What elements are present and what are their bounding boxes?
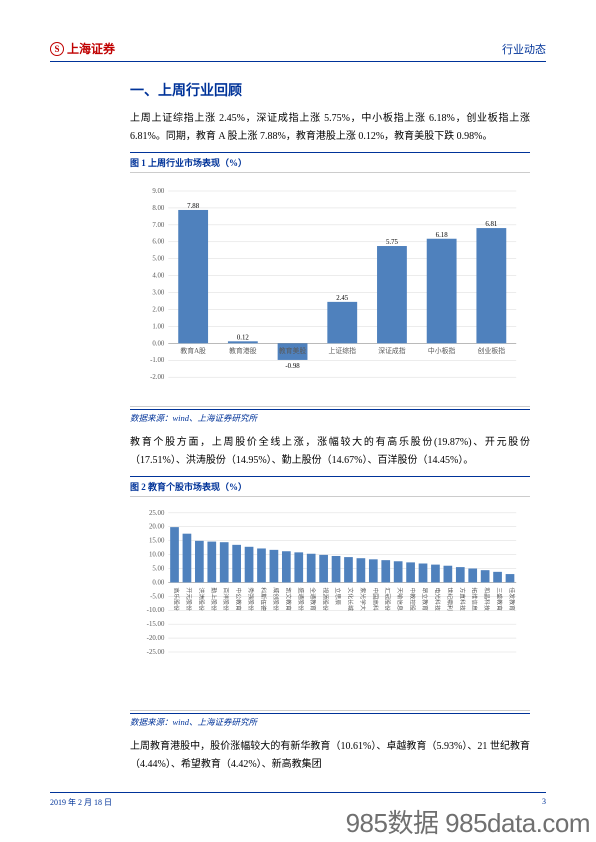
figure-1-title: 图 1 上周行业市场表现（%）: [130, 152, 530, 173]
svg-text:凯文教育: 凯文教育: [284, 587, 292, 611]
paragraph-2: 教育个股方面，上周股价全线上涨，涨幅较大的有高乐股份(19.87%)、开元股份（…: [130, 434, 530, 470]
svg-text:15.00: 15.00: [149, 538, 165, 545]
svg-text:-20.00: -20.00: [147, 635, 165, 642]
svg-text:0.00: 0.00: [152, 579, 165, 586]
svg-text:文化长城: 文化长城: [346, 587, 354, 611]
svg-text:-5.00: -5.00: [150, 593, 165, 600]
svg-text:科斯伍德: 科斯伍德: [259, 587, 267, 611]
svg-text:世纪鼎利: 世纪鼎利: [446, 587, 454, 611]
svg-text:25.00: 25.00: [149, 510, 165, 517]
svg-text:中教控股: 中教控股: [409, 587, 417, 611]
svg-text:20.00: 20.00: [149, 524, 165, 531]
svg-text:立思辰: 立思辰: [334, 587, 342, 605]
logo: S 上海证券: [50, 40, 115, 57]
svg-text:天喻信息: 天喻信息: [396, 587, 404, 611]
footer-date: 2019 年 2 月 18 日: [50, 797, 112, 808]
svg-text:0.12: 0.12: [237, 334, 250, 341]
svg-text:-2.00: -2.00: [150, 374, 165, 381]
watermark: 985数据 985data.com: [346, 803, 590, 840]
svg-text:5.75: 5.75: [386, 239, 399, 246]
svg-text:汇冠股份: 汇冠股份: [384, 587, 392, 611]
svg-text:创业板指: 创业板指: [478, 346, 506, 355]
svg-text:2.00: 2.00: [152, 306, 165, 313]
figure-2-source: 数据来源：wind、上海证券研究所: [130, 713, 530, 728]
svg-text:5.00: 5.00: [152, 256, 165, 263]
svg-text:上证综指: 上证综指: [329, 346, 357, 355]
chart-1: -2.00 -1.00 0.00 1.00 2.00 3.00 4.00 5.00 6.00 7.…: [130, 173, 530, 407]
svg-text:7.88: 7.88: [187, 203, 200, 210]
svg-text:6.00: 6.00: [152, 239, 165, 246]
svg-text:洪涛股份: 洪涛股份: [197, 587, 205, 611]
svg-text:昂立教育: 昂立教育: [421, 587, 429, 611]
svg-text:开元股份: 开元股份: [185, 587, 193, 611]
svg-text:3.00: 3.00: [152, 290, 165, 297]
svg-text:中国高科: 中国高科: [371, 587, 379, 611]
chart-2: -25.00 -20.00 -15.00 -10.00 -5.00 0.00 5.00 10.…: [130, 497, 530, 711]
svg-text:8.00: 8.00: [152, 205, 165, 212]
svg-text:秀强股份: 秀强股份: [247, 587, 255, 611]
figure-2-title: 图 2 教育个股市场表现（%）: [130, 476, 530, 497]
svg-text:勤上股份: 勤上股份: [210, 587, 218, 611]
svg-text:-15.00: -15.00: [147, 621, 165, 628]
svg-text:6.81: 6.81: [485, 221, 498, 228]
paragraph-3: 上周教育港股中，股价涨幅较大的有新华教育（10.61%）、卓越教育（5.93%）…: [130, 738, 530, 774]
svg-text:威创股份: 威创股份: [272, 587, 280, 611]
logo-icon: S: [50, 42, 64, 56]
svg-text:盛通股份: 盛通股份: [297, 587, 305, 611]
svg-text:佳发教育: 佳发教育: [508, 587, 516, 611]
header-category: 行业动态: [502, 41, 546, 57]
svg-text:-25.00: -25.00: [147, 649, 165, 656]
svg-text:-0.98: -0.98: [285, 363, 300, 370]
svg-text:5.00: 5.00: [152, 565, 165, 572]
svg-text:电光科技: 电光科技: [433, 587, 441, 611]
svg-text:紫光学大: 紫光学大: [359, 587, 367, 611]
svg-text:高乐股份: 高乐股份: [173, 587, 181, 611]
svg-text:方直科技: 方直科技: [458, 587, 466, 611]
svg-text:0.00: 0.00: [152, 340, 165, 347]
svg-text:视源股份: 视源股份: [322, 587, 330, 611]
svg-text:和晶科技: 和晶科技: [483, 587, 491, 611]
svg-text:教育美股: 教育美股: [279, 346, 307, 355]
svg-text:4.00: 4.00: [152, 273, 165, 280]
svg-text:拓维信息: 拓维信息: [471, 587, 479, 611]
svg-text:2.45: 2.45: [336, 295, 349, 302]
svg-text:三盛教育: 三盛教育: [496, 587, 504, 611]
svg-text:-10.00: -10.00: [147, 607, 165, 614]
svg-text:百洋股份: 百洋股份: [222, 587, 230, 611]
figure-1-source: 数据来源：wind、上海证券研究所: [130, 409, 530, 424]
svg-text:全通教育: 全通教育: [309, 587, 317, 611]
svg-text:深证成指: 深证成指: [378, 346, 406, 355]
logo-text: 上海证券: [67, 40, 115, 57]
svg-text:10.00: 10.00: [149, 552, 165, 559]
paragraph-1: 上周上证综指上涨 2.45%，深证成指上涨 5.75%，中小板指上涨 6.18%…: [130, 110, 530, 146]
svg-text:1.00: 1.00: [152, 323, 165, 330]
svg-text:-1.00: -1.00: [150, 357, 165, 364]
svg-text:中公教育: 中公教育: [235, 587, 243, 611]
svg-text:6.18: 6.18: [436, 232, 449, 239]
section-title: 一、上周行业回顾: [130, 80, 530, 100]
svg-text:教育A股: 教育A股: [180, 346, 206, 355]
svg-text:教育港股: 教育港股: [229, 346, 257, 355]
svg-text:7.00: 7.00: [152, 222, 165, 229]
svg-text:中小板指: 中小板指: [428, 346, 456, 355]
svg-text:9.00: 9.00: [152, 188, 165, 195]
page-header: S 上海证券 行业动态: [50, 40, 546, 62]
